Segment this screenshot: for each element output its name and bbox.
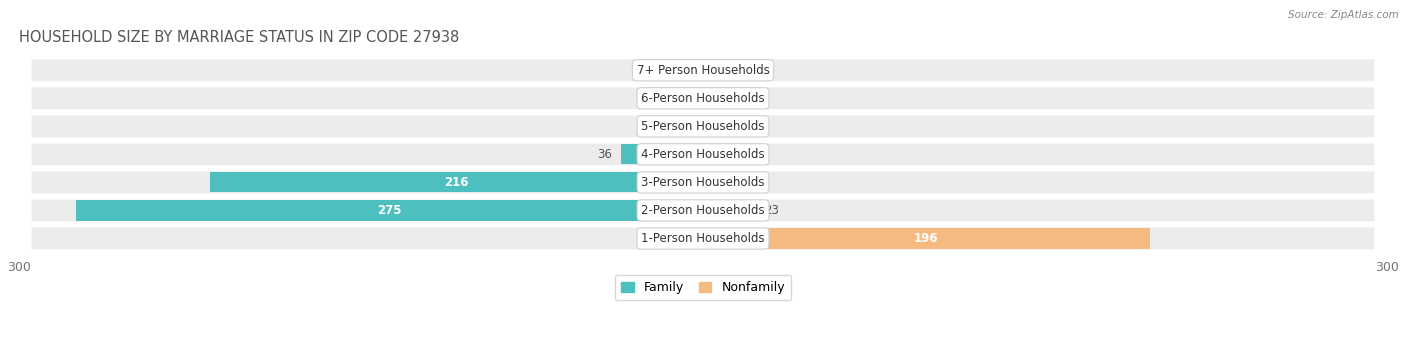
- FancyBboxPatch shape: [30, 114, 1376, 139]
- Text: 3-Person Households: 3-Person Households: [641, 176, 765, 189]
- Text: Source: ZipAtlas.com: Source: ZipAtlas.com: [1288, 10, 1399, 20]
- Bar: [703, 228, 1150, 249]
- FancyBboxPatch shape: [30, 58, 1376, 83]
- Text: 2: 2: [682, 92, 689, 105]
- FancyBboxPatch shape: [30, 142, 1376, 167]
- FancyBboxPatch shape: [30, 170, 1376, 195]
- FancyBboxPatch shape: [30, 86, 1376, 110]
- Text: HOUSEHOLD SIZE BY MARRIAGE STATUS IN ZIP CODE 27938: HOUSEHOLD SIZE BY MARRIAGE STATUS IN ZIP…: [18, 30, 460, 45]
- Bar: [669, 88, 703, 108]
- Text: 36: 36: [598, 148, 612, 161]
- Text: 275: 275: [377, 204, 402, 217]
- FancyBboxPatch shape: [30, 198, 1376, 223]
- Text: 6-Person Households: 6-Person Households: [641, 92, 765, 105]
- Text: 216: 216: [444, 176, 470, 189]
- FancyBboxPatch shape: [30, 226, 1376, 251]
- Text: 7: 7: [671, 120, 678, 133]
- Text: 0: 0: [747, 64, 754, 77]
- Legend: Family, Nonfamily: Family, Nonfamily: [614, 275, 792, 300]
- Text: 5-Person Households: 5-Person Households: [641, 120, 765, 133]
- Text: 7+ Person Households: 7+ Person Households: [637, 64, 769, 77]
- Text: 2-Person Households: 2-Person Households: [641, 204, 765, 217]
- Bar: [703, 88, 737, 108]
- Text: 0: 0: [747, 120, 754, 133]
- Text: 0: 0: [747, 92, 754, 105]
- Text: 1-Person Households: 1-Person Households: [641, 232, 765, 245]
- Text: 0: 0: [652, 232, 659, 245]
- Bar: [211, 172, 703, 192]
- Text: 23: 23: [765, 204, 779, 217]
- Bar: [76, 200, 703, 221]
- Text: 0: 0: [652, 64, 659, 77]
- Bar: [669, 60, 703, 80]
- Bar: [703, 144, 737, 164]
- Bar: [669, 116, 703, 136]
- Bar: [703, 172, 737, 192]
- Bar: [703, 60, 737, 80]
- Text: 4-Person Households: 4-Person Households: [641, 148, 765, 161]
- Text: 0: 0: [747, 148, 754, 161]
- Bar: [621, 144, 703, 164]
- Text: 0: 0: [747, 176, 754, 189]
- Text: 196: 196: [914, 232, 939, 245]
- Bar: [703, 200, 755, 221]
- Bar: [669, 228, 703, 249]
- Bar: [703, 116, 737, 136]
